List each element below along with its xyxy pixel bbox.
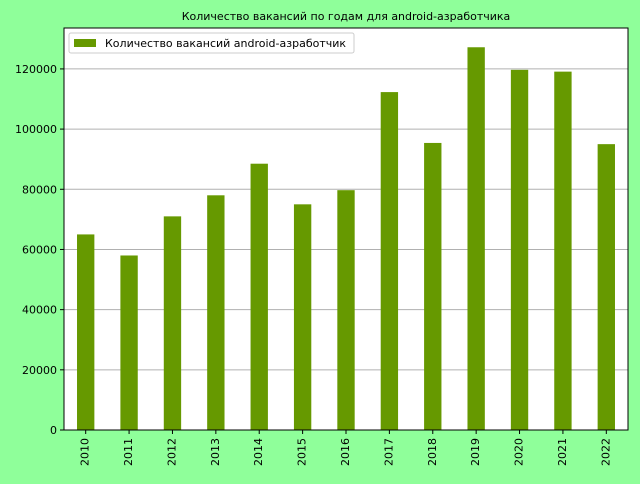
legend: Количество вакансий android-азработчик [68, 32, 355, 54]
bar-2013 [207, 195, 225, 430]
x-tick-label: 2015 [296, 438, 309, 466]
chart-title: Количество вакансий по годам для android… [182, 10, 511, 23]
x-tick-label: 2016 [339, 438, 352, 466]
legend-swatch [74, 39, 96, 47]
x-tick-label: 2020 [513, 438, 526, 466]
x-tick-label: 2019 [469, 438, 482, 466]
bar-2017 [380, 92, 399, 431]
x-tick-label: 2011 [122, 438, 135, 466]
bar-2012 [163, 216, 182, 430]
x-tick-label: 2021 [556, 438, 569, 466]
y-tick-label: 0 [50, 424, 57, 437]
y-tick-label: 40000 [22, 304, 57, 317]
bar-2014 [250, 163, 268, 431]
y-tick-label: 100000 [15, 123, 57, 136]
plot-frame [63, 27, 629, 431]
y-tick-label: 80000 [22, 183, 57, 196]
bar-2019 [467, 47, 485, 431]
x-tick-label: 2010 [79, 438, 92, 466]
bar-2022 [597, 144, 615, 430]
x-tick-label: 2013 [209, 438, 222, 466]
y-tick-label: 60000 [22, 243, 57, 256]
bar-2018 [424, 142, 442, 430]
x-tick-label: 2022 [599, 438, 612, 466]
x-tick-label: 2014 [252, 438, 265, 466]
bar-2021 [554, 71, 572, 430]
bar-2010 [77, 234, 95, 430]
x-tick-label: 2012 [165, 438, 178, 466]
x-tick-label: 2018 [426, 438, 439, 466]
x-tick-label: 2017 [382, 438, 395, 466]
legend-box [68, 32, 355, 54]
y-tick-label: 20000 [22, 364, 57, 377]
bar-2011 [120, 255, 138, 430]
bar-2015 [293, 204, 312, 430]
y-tick-label: 120000 [15, 63, 57, 76]
legend-label: Количество вакансий android-азработчик [105, 37, 346, 50]
bar-2016 [337, 190, 355, 430]
bar-2020 [510, 69, 529, 430]
